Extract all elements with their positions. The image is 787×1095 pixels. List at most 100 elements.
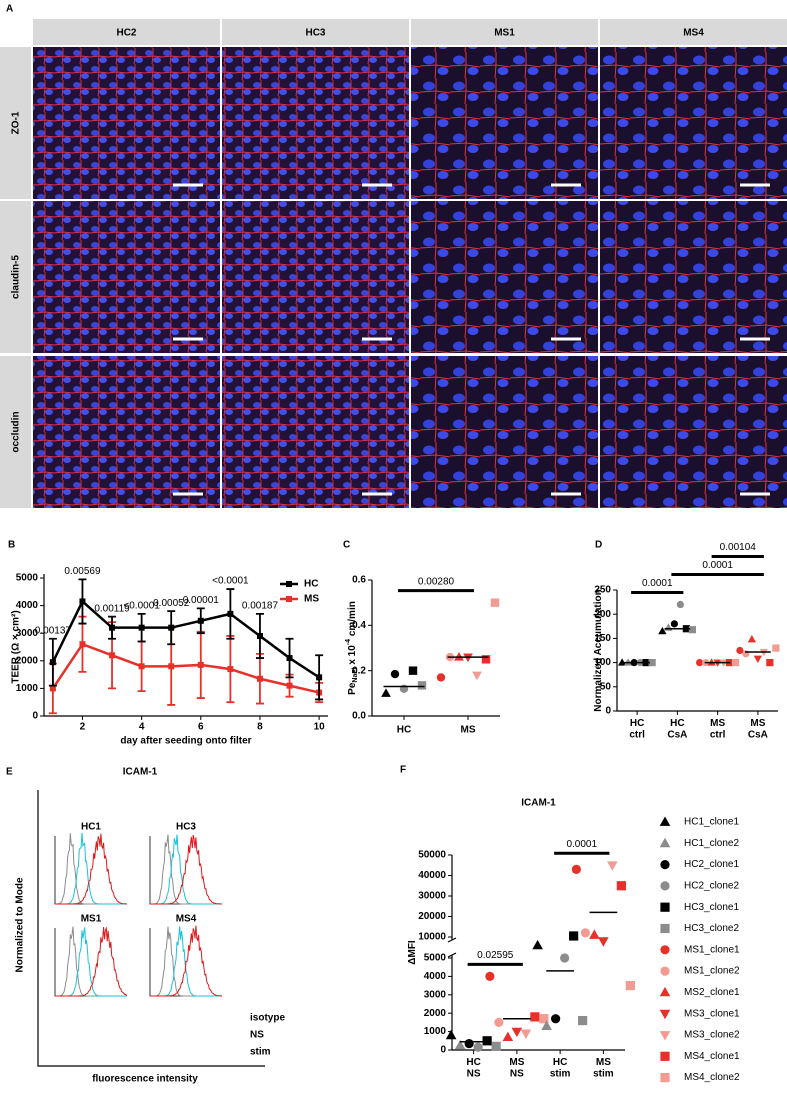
legend-label: MS1_clone2 [684, 966, 740, 977]
point [766, 659, 774, 667]
histogram-curve [150, 834, 222, 905]
y-tick-label: 20000 [418, 911, 446, 922]
point [390, 669, 400, 679]
point [491, 1041, 501, 1051]
y-axis-label: Normalized Accumulation [593, 589, 604, 711]
point [473, 1042, 483, 1052]
column-header-bg [222, 19, 409, 45]
point [436, 673, 446, 682]
legend-marker [659, 816, 671, 826]
p-value: 0.00187 [242, 601, 279, 612]
point [472, 671, 482, 681]
column-header-bg [33, 19, 220, 45]
row-header-bg [0, 201, 31, 353]
p-value: <0.0001 [212, 576, 249, 587]
y-tick-label: 50000 [418, 850, 446, 861]
column-header: MS1 [494, 28, 515, 39]
x-tick-label-line: ctrl [710, 729, 726, 740]
y-tick-label: 150 [594, 633, 611, 644]
plot-label: MS4 [176, 914, 197, 925]
y-tick-label: 0.4 [352, 620, 366, 631]
point [197, 617, 204, 624]
x-tick-label: MS [461, 725, 476, 736]
point [648, 659, 656, 667]
row-header-bg [0, 47, 31, 199]
x-tick-label: HC stim [550, 1057, 571, 1080]
column-header-bg [600, 19, 787, 45]
y-axis-label: Normalized to Mode [15, 877, 26, 972]
point [532, 939, 543, 950]
y-axis-label-part: Normalized Accumulation [593, 589, 604, 711]
x-tick-label-line: HC [670, 718, 684, 729]
y-axis-label-part: ΔMFI [407, 940, 418, 965]
column-header-bg [411, 19, 598, 45]
y-tick-label: 3000 [424, 989, 447, 1000]
y-tick-label: 0 [605, 706, 611, 717]
p-value: 0.00137 [35, 625, 72, 636]
point [551, 1014, 561, 1024]
y-axis-label-part: Pe [347, 682, 358, 695]
point [580, 928, 590, 938]
legend-marker [660, 881, 670, 891]
point [256, 632, 263, 639]
legend-label: MS1_clone1 [684, 944, 740, 955]
x-tick-label: 2 [80, 722, 86, 733]
legend-label: stim [250, 1047, 271, 1058]
point [138, 624, 145, 631]
x-tick-label: HC ctrl [629, 718, 645, 741]
y-tick-label: 10000 [418, 932, 446, 943]
x-tick-label: MS CsA [748, 718, 768, 741]
point [616, 881, 626, 891]
p-value: 0.00052 [153, 598, 190, 609]
plot-axis [149, 836, 222, 905]
y-tick-label: 250 [594, 585, 611, 596]
y-tick-label: 0 [32, 711, 38, 722]
legend-marker [286, 581, 292, 587]
legend-label: MS [304, 594, 319, 605]
point [494, 1017, 504, 1027]
y-tick-label: 30000 [418, 891, 446, 902]
legend-label: isotype [250, 1013, 285, 1024]
micrograph [33, 356, 220, 508]
x-tick-label: 8 [257, 722, 263, 733]
y-tick-label: 0 [440, 1045, 446, 1056]
micrograph [33, 201, 220, 353]
y-tick-label: 5000 [424, 953, 447, 964]
point [617, 658, 627, 666]
micrograph [33, 47, 220, 199]
y-tick-label: 2000 [424, 1008, 447, 1019]
y-axis-label-part: x 10 [347, 645, 358, 668]
legend-marker [660, 923, 670, 934]
legend-marker [660, 902, 670, 912]
point [772, 644, 780, 652]
point [490, 598, 500, 607]
histogram-curve [55, 833, 127, 905]
point [197, 661, 204, 668]
point [539, 1014, 549, 1024]
y-tick-label: 200 [594, 609, 611, 620]
panel-label: B [8, 540, 15, 551]
y-tick-label: 1000 [424, 1026, 447, 1037]
y-tick-label: 0.6 [352, 575, 366, 586]
legend-label: MS3_clone1 [684, 1008, 740, 1019]
point [227, 666, 234, 673]
micrograph [222, 356, 409, 508]
plot-label: HC3 [176, 822, 196, 833]
p-value: 0.0001 [566, 839, 597, 850]
x-tick-label-line: ctrl [629, 729, 645, 740]
y-axis-label: TEER (Ω × cm²) [11, 610, 22, 683]
point [49, 659, 56, 666]
y-axis-label: PeNaFl x 10-4 cm/min [345, 601, 359, 695]
point [753, 655, 763, 664]
plot-label: HC1 [81, 822, 101, 833]
point [670, 620, 678, 628]
x-tick-label-line: NS [467, 1068, 481, 1079]
column-header: HC3 [305, 28, 325, 39]
y-tick-label: 0.2 [352, 665, 366, 676]
x-tick-label: HC CsA [667, 718, 687, 741]
p-value: <0.0001 [123, 601, 160, 612]
row-header: occludin [11, 411, 22, 452]
point [571, 864, 581, 874]
micrograph [600, 201, 787, 353]
x-axis-label: fluorescence intensity [92, 1074, 198, 1085]
